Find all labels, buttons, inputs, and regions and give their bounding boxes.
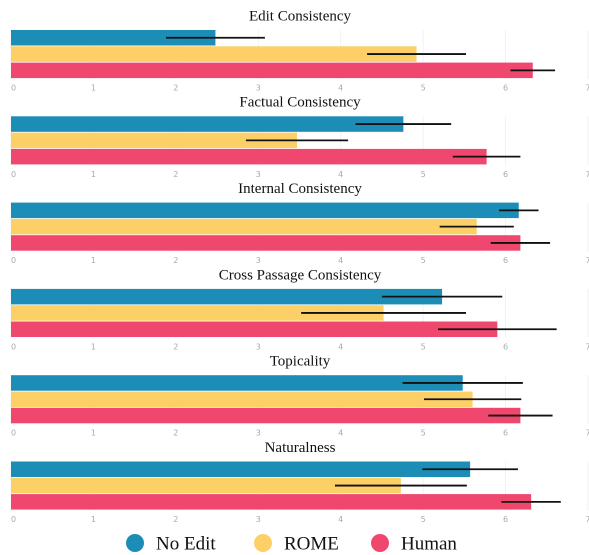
bar <box>11 202 519 219</box>
x-tick-label: 3 <box>256 84 261 93</box>
panel-title: Naturalness <box>265 440 336 456</box>
legend-swatch <box>126 534 144 552</box>
x-tick-label: 1 <box>91 256 96 265</box>
x-tick-label: 3 <box>256 256 261 265</box>
x-tick-label: 1 <box>91 342 96 351</box>
x-tick-label: 6 <box>503 342 508 351</box>
bar <box>11 235 521 251</box>
bar <box>11 116 404 132</box>
x-tick-label: 5 <box>421 84 426 93</box>
bar <box>11 321 498 337</box>
x-tick-label: 3 <box>256 429 261 438</box>
panel-title: Edit Consistency <box>249 8 352 24</box>
bar <box>11 46 417 62</box>
x-tick-label: 2 <box>173 256 178 265</box>
bar <box>11 305 384 321</box>
x-tick-label: 0 <box>11 170 16 179</box>
x-tick-label: 7 <box>585 170 589 179</box>
bar <box>11 288 443 305</box>
x-tick-label: 0 <box>11 429 16 438</box>
panel-title: Cross Passage Consistency <box>219 267 382 283</box>
bar <box>11 477 401 494</box>
bar <box>11 375 463 391</box>
x-tick-label: 3 <box>256 170 261 179</box>
x-tick-label: 7 <box>585 515 589 524</box>
x-tick-label: 1 <box>91 515 96 524</box>
x-tick-label: 0 <box>11 84 16 93</box>
x-tick-label: 4 <box>338 342 343 351</box>
panel-title: Factual Consistency <box>239 95 361 111</box>
x-tick-label: 0 <box>11 515 16 524</box>
legend-label: Human <box>401 533 457 554</box>
x-tick-label: 5 <box>421 429 426 438</box>
x-tick-label: 6 <box>503 429 508 438</box>
bar <box>11 391 473 407</box>
x-tick-label: 6 <box>503 170 508 179</box>
panel-title: Internal Consistency <box>238 181 362 197</box>
x-tick-label: 5 <box>421 342 426 351</box>
x-tick-label: 5 <box>421 515 426 524</box>
panel-title: Topicality <box>270 354 331 370</box>
bar <box>11 218 477 235</box>
x-tick-label: 5 <box>421 256 426 265</box>
bar <box>11 132 298 149</box>
x-tick-label: 2 <box>173 342 178 351</box>
x-tick-label: 0 <box>11 342 16 351</box>
x-tick-label: 1 <box>91 84 96 93</box>
x-tick-label: 4 <box>338 170 343 179</box>
x-tick-label: 4 <box>338 515 343 524</box>
legend-swatch <box>254 534 272 552</box>
bar <box>11 148 487 165</box>
x-tick-label: 6 <box>503 256 508 265</box>
x-tick-label: 1 <box>91 170 96 179</box>
legend-label: ROME <box>284 533 339 554</box>
x-tick-label: 7 <box>585 256 589 265</box>
x-tick-label: 6 <box>503 515 508 524</box>
x-tick-label: 7 <box>585 429 589 438</box>
bar <box>11 62 533 79</box>
x-tick-label: 4 <box>338 429 343 438</box>
bar <box>11 494 532 510</box>
x-tick-label: 6 <box>503 84 508 93</box>
x-tick-label: 0 <box>11 256 16 265</box>
x-tick-label: 2 <box>173 515 178 524</box>
x-tick-label: 2 <box>173 429 178 438</box>
legend-swatch <box>371 534 389 552</box>
x-tick-label: 7 <box>585 342 589 351</box>
x-tick-label: 2 <box>173 170 178 179</box>
legend-label: No Edit <box>156 533 216 554</box>
bar <box>11 407 521 424</box>
bar <box>11 461 471 477</box>
x-tick-label: 2 <box>173 84 178 93</box>
bar <box>11 30 216 46</box>
x-tick-label: 4 <box>338 256 343 265</box>
x-tick-label: 3 <box>256 515 261 524</box>
x-tick-label: 1 <box>91 429 96 438</box>
x-tick-label: 3 <box>256 342 261 351</box>
x-tick-label: 5 <box>421 170 426 179</box>
x-tick-label: 4 <box>338 84 343 93</box>
x-tick-label: 7 <box>585 84 589 93</box>
